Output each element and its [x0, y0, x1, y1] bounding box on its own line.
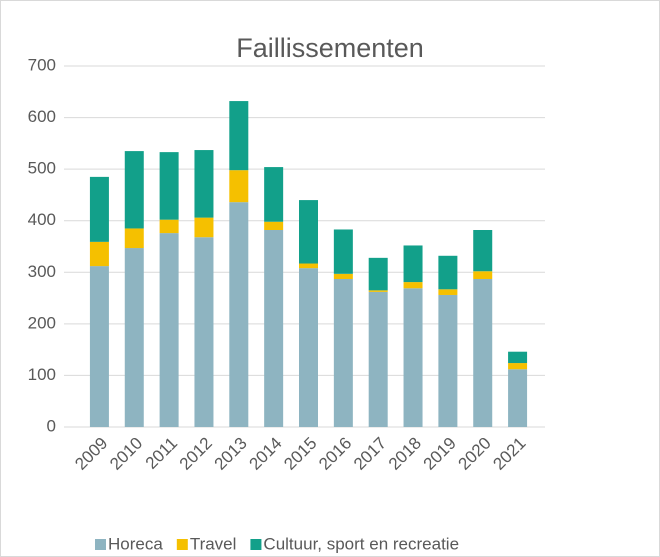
legend-swatch: [250, 539, 262, 550]
bar-segment: [333, 273, 353, 279]
bar-segment: [473, 271, 493, 279]
bar-segment: [299, 268, 318, 427]
y-tick-label: 100: [28, 365, 56, 384]
bar-segment: [333, 229, 353, 274]
legend-label: Cultuur, sport en recreatie: [263, 534, 459, 553]
bar-segment: [194, 237, 214, 427]
bar-segment: [159, 233, 179, 427]
bar-segment: [229, 202, 249, 427]
y-tick-label: 500: [28, 159, 56, 178]
bar-segment: [89, 266, 109, 427]
bar-segment: [403, 245, 423, 283]
legend-swatch: [176, 539, 188, 550]
y-tick-label: 0: [47, 416, 56, 435]
bar-segment: [473, 229, 493, 272]
legend-swatch: [95, 539, 106, 550]
bar-segment: [333, 278, 353, 427]
y-tick-label: 400: [28, 210, 56, 229]
bar-segment: [264, 167, 284, 222]
bar-segment: [229, 170, 249, 203]
bar-segment: [508, 369, 528, 427]
bar-segment: [368, 290, 388, 292]
y-tick-label: 200: [28, 313, 56, 332]
bar-segment: [508, 363, 528, 370]
bar-segment: [473, 278, 493, 427]
bar-segment: [264, 229, 284, 427]
legend-label: Travel: [190, 534, 237, 553]
bar-segment: [438, 289, 458, 295]
legend-label: Horeca: [108, 534, 163, 553]
bar-segment: [403, 282, 423, 289]
bar-segment: [264, 221, 284, 230]
bar-segment: [89, 176, 109, 242]
bar-segment: [194, 150, 214, 218]
y-tick-label: 300: [28, 262, 56, 281]
bar-segment: [368, 257, 388, 291]
y-tick-label: 700: [28, 55, 56, 74]
bar-segment: [159, 152, 179, 220]
bar-segment: [124, 151, 144, 229]
y-tick-label: 600: [28, 107, 56, 126]
bar-segment: [438, 255, 458, 290]
bar-segment: [124, 248, 144, 427]
bar-segment: [159, 219, 179, 234]
bar-segment: [438, 294, 458, 427]
bar-segment: [299, 263, 318, 269]
bar-segment: [299, 200, 318, 264]
chart-title: Faillissementen: [236, 33, 424, 63]
bar-segment: [89, 241, 109, 267]
bar-segment: [124, 228, 144, 249]
bar-segment: [194, 217, 214, 238]
bar-segment: [368, 291, 388, 427]
bar-segment: [229, 101, 249, 171]
bar-segment: [508, 351, 528, 364]
bar-segment: [403, 288, 423, 427]
